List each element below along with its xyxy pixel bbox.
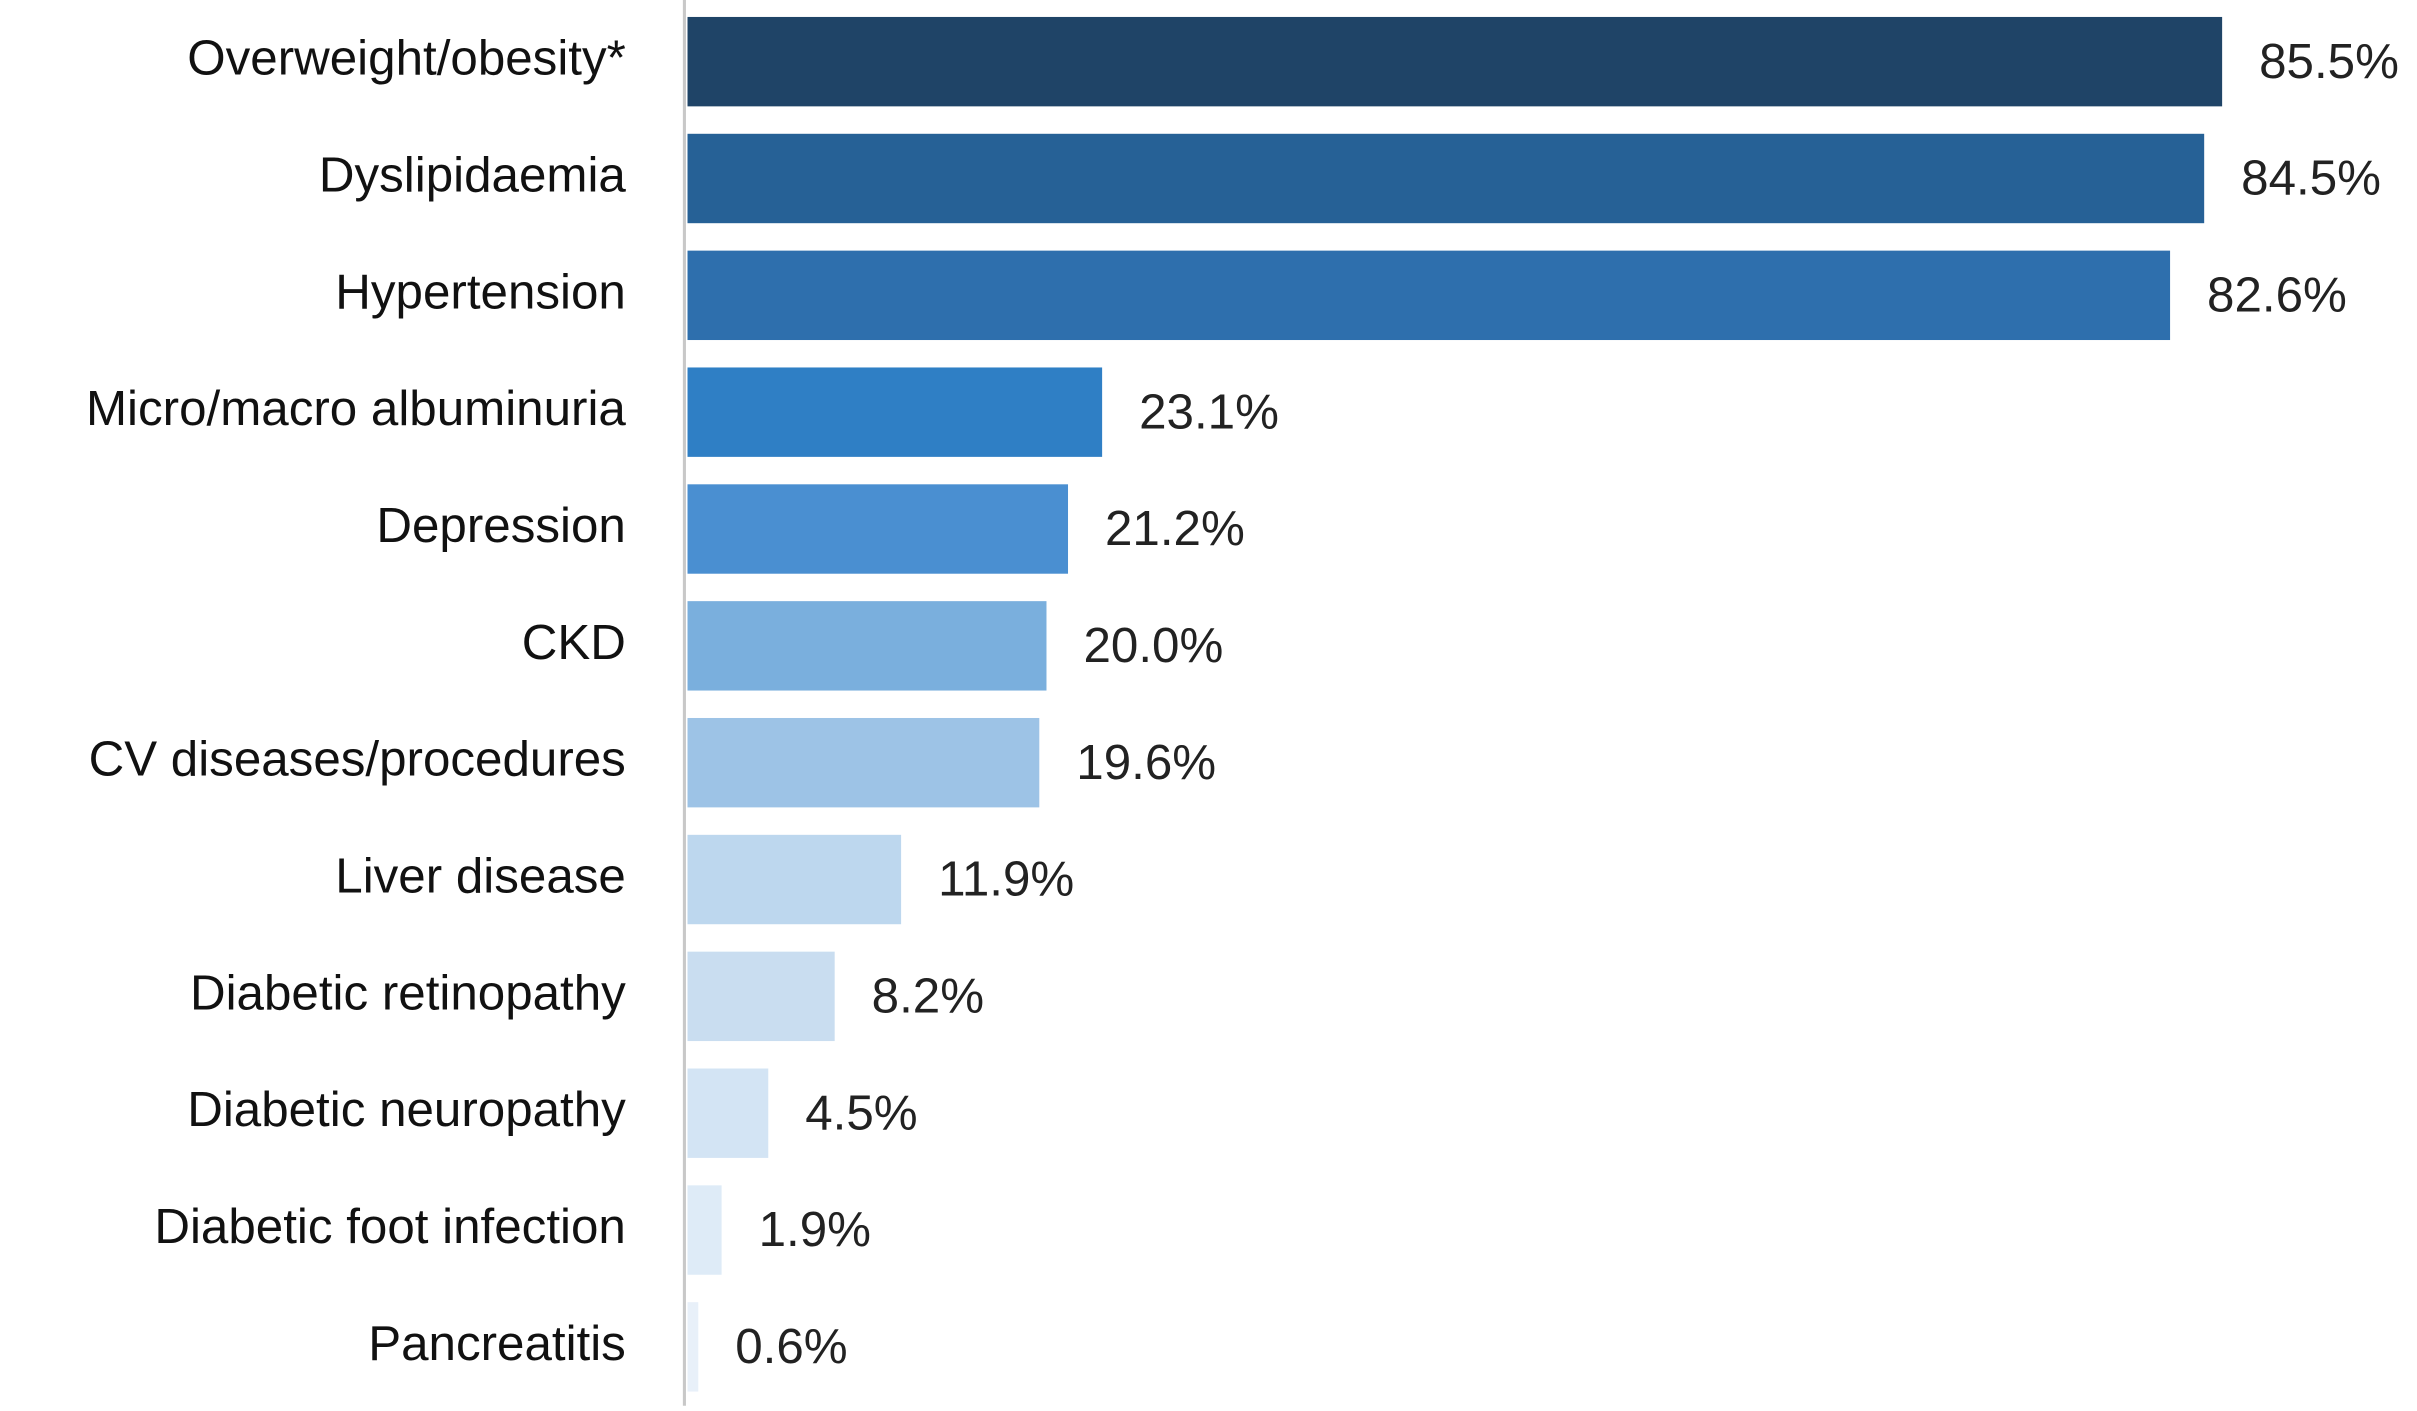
value-label: 4.5% (805, 1085, 917, 1140)
value-label: 84.5% (2241, 151, 2381, 206)
bar (687, 1185, 722, 1275)
category-label: Depression (376, 498, 625, 553)
value-label: 21.2% (1105, 501, 1245, 556)
value-label: 23.1% (1139, 384, 1279, 439)
value-label: 0.6% (735, 1319, 847, 1374)
category-label: Liver disease (335, 849, 626, 904)
value-label: 82.6% (2207, 267, 2347, 322)
category-label: Diabetic neuropathy (187, 1082, 626, 1137)
bar (687, 1302, 699, 1392)
bar (687, 951, 835, 1042)
bar (687, 484, 1069, 574)
value-label: 85.5% (2259, 34, 2399, 89)
value-label: 20.0% (1083, 618, 1223, 673)
value-label: 1.9% (759, 1202, 871, 1257)
category-label: Diabetic retinopathy (190, 965, 626, 1020)
bar (687, 16, 2223, 107)
bar (687, 834, 902, 925)
bar (687, 1068, 769, 1158)
bar (687, 250, 2171, 341)
bar (687, 133, 2205, 224)
value-label: 11.9% (938, 852, 1074, 907)
value-label: 19.6% (1076, 735, 1216, 790)
category-label: Overweight/obesity* (187, 31, 626, 86)
category-label: Diabetic foot infection (154, 1199, 625, 1254)
category-label: CKD (522, 615, 626, 670)
bar (687, 367, 1103, 457)
category-label: Pancreatitis (368, 1316, 626, 1371)
category-label: CV diseases/procedures (89, 732, 626, 787)
value-label: 8.2% (872, 968, 984, 1023)
category-label: Hypertension (335, 264, 626, 319)
category-label: Micro/macro albuminuria (86, 381, 626, 436)
bar (687, 601, 1047, 691)
bar (687, 717, 1040, 808)
category-label: Dyslipidaemia (319, 148, 627, 203)
